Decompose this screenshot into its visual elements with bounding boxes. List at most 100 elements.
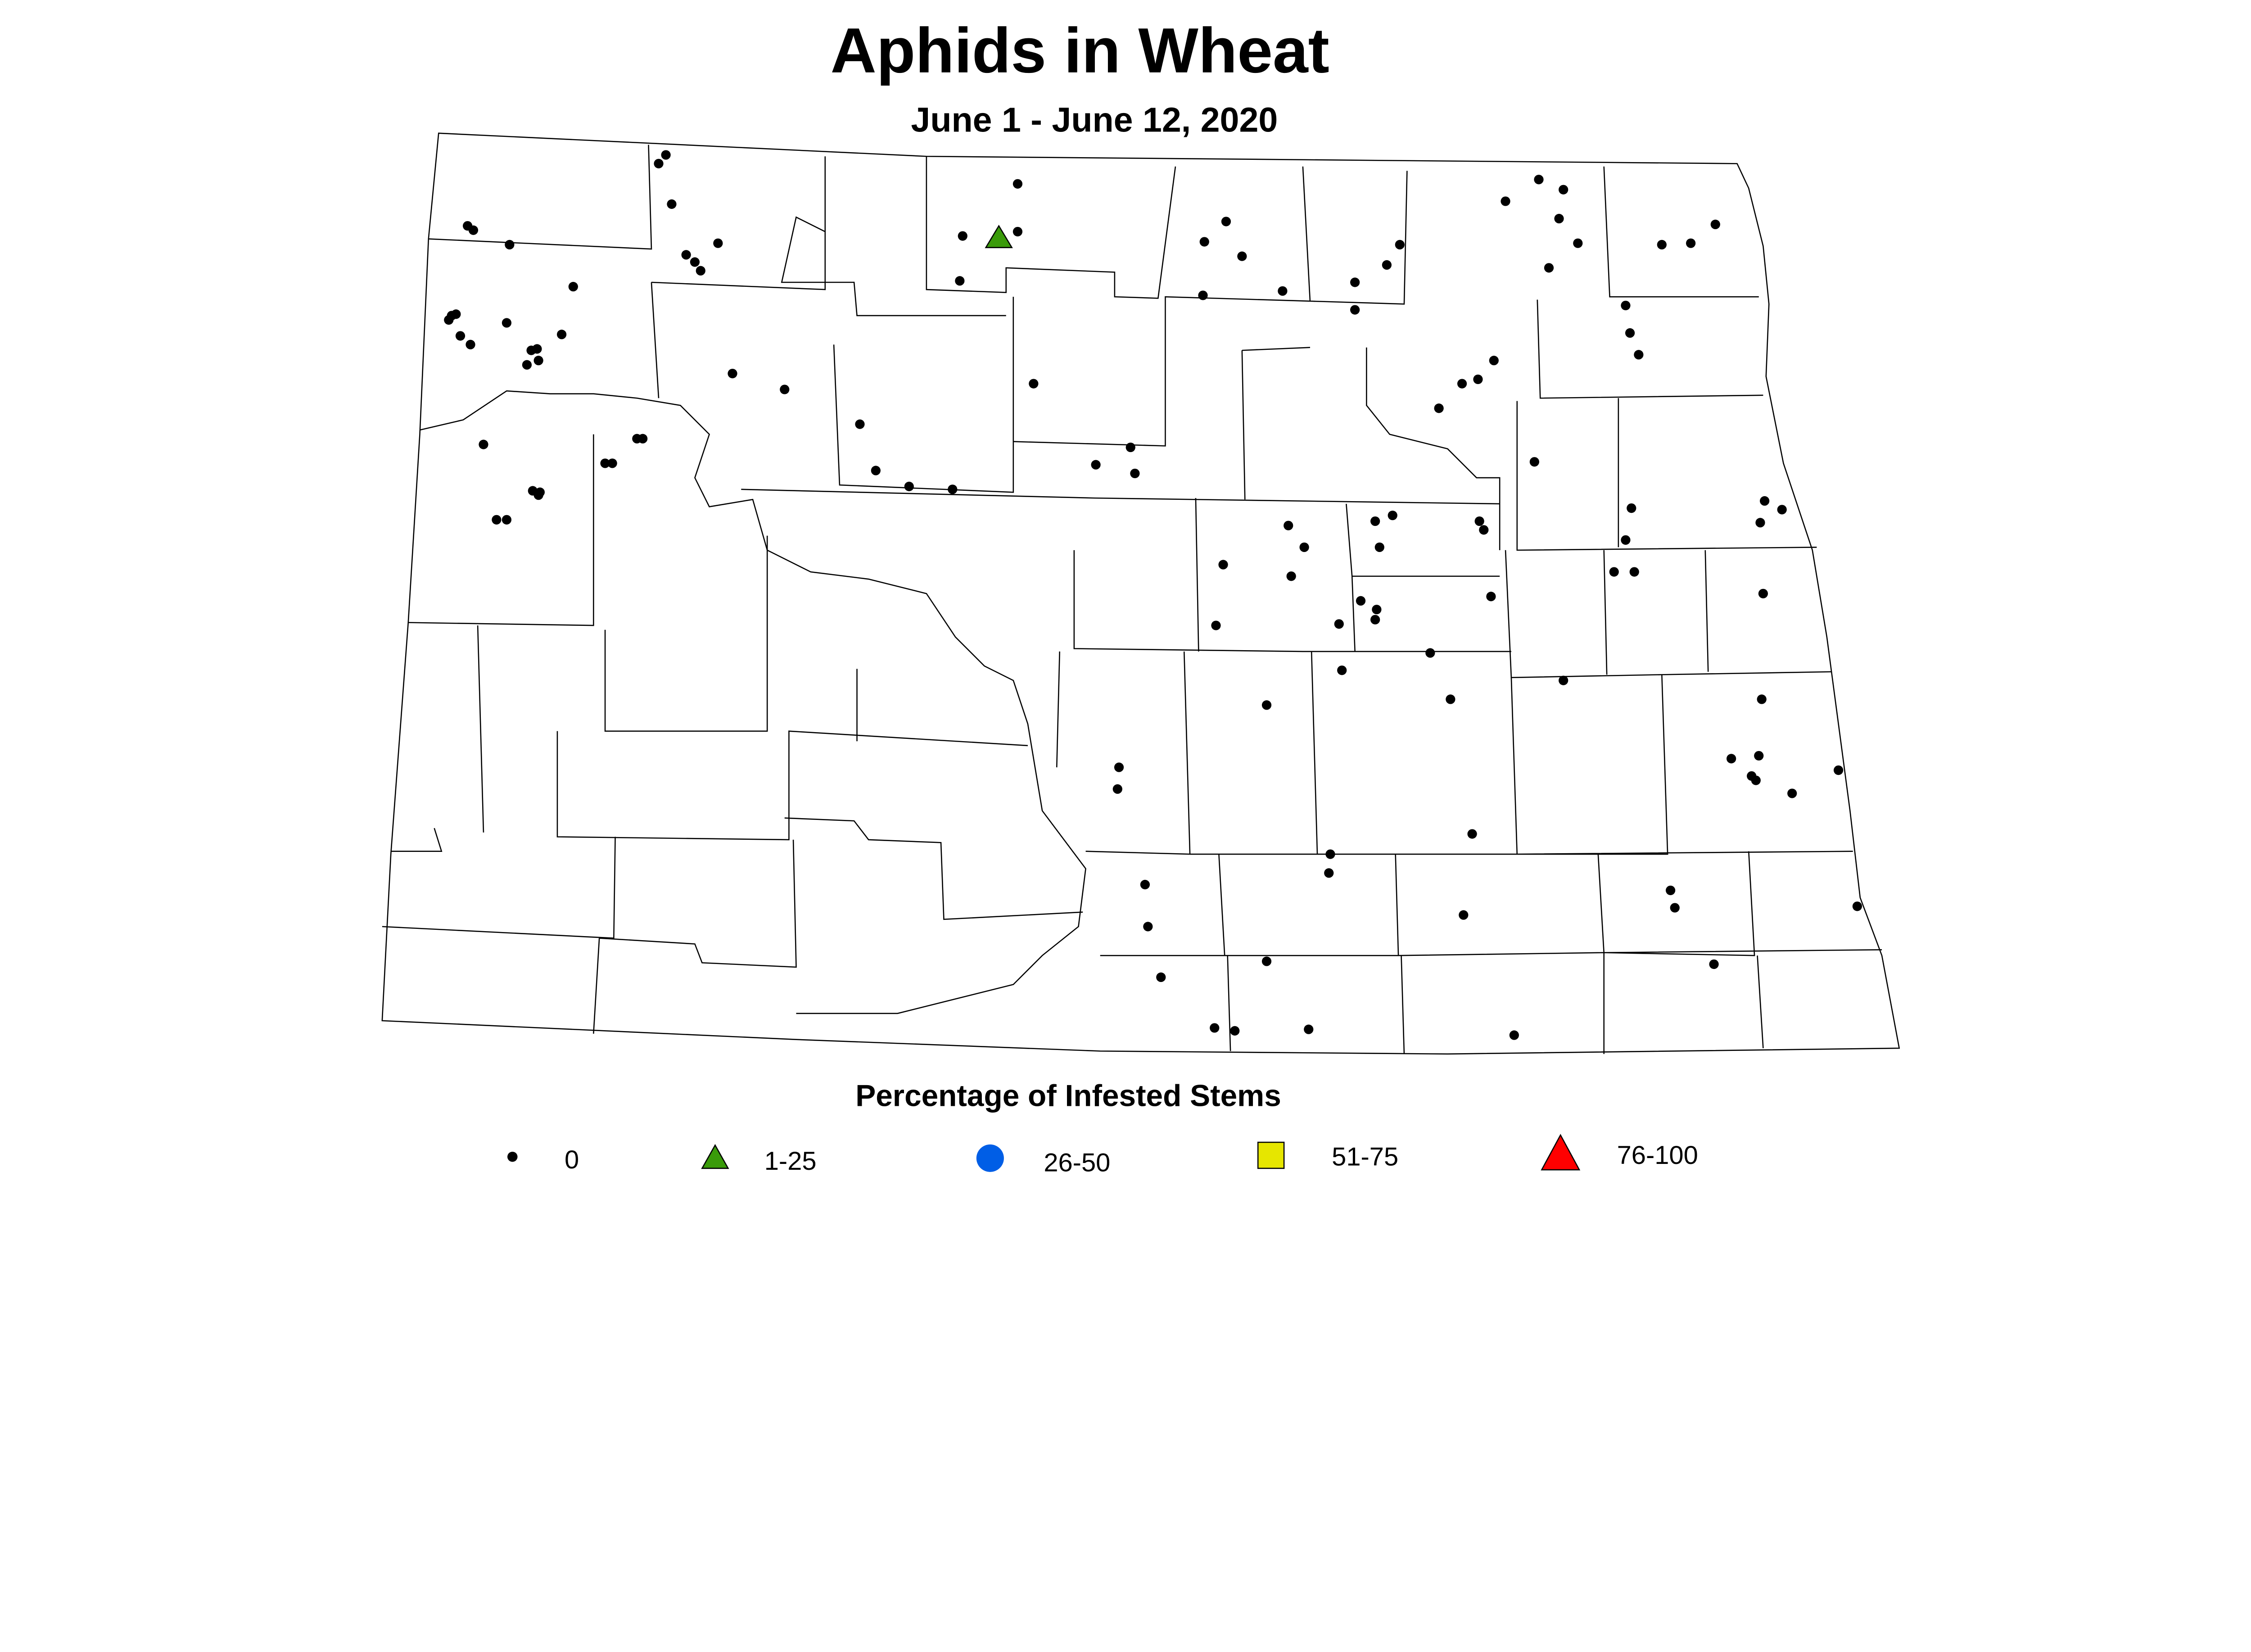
site-marker-0 [1787,788,1797,798]
site-marker-0 [1012,179,1023,189]
site-marker-0 [654,158,664,168]
site-marker-0 [1230,1026,1240,1036]
site-marker-0 [1299,542,1309,552]
site-marker-0 [1670,903,1680,913]
site-marker-0 [1501,196,1510,206]
map-title: Aphids in Wheat [831,15,1329,86]
legend-label-76-100: 76-100 [1617,1141,1698,1170]
site-marker-0 [1278,286,1288,296]
map-subtitle: June 1 - June 12, 2020 [911,101,1278,140]
site-marker-0 [1852,901,1862,911]
site-marker-0 [1114,762,1124,772]
site-marker-0 [958,231,967,241]
site-marker-0 [1544,263,1554,273]
site-marker-0 [1559,185,1568,195]
sample-sites [444,150,1862,1040]
site-marker-0 [1621,535,1631,545]
site-marker-0 [1370,615,1380,625]
legend-label-26-50: 26-50 [1044,1148,1110,1177]
site-marker-0 [780,385,790,394]
site-marker-0 [1126,442,1135,453]
site-marker-0 [1140,880,1150,890]
site-marker-0 [855,419,865,429]
site-marker-0 [1709,959,1719,969]
site-marker-0 [1198,290,1208,300]
site-marker-0 [1474,516,1484,526]
site-marker-0 [638,434,648,444]
site-marker-0 [948,484,958,494]
site-marker-0 [1388,511,1397,520]
site-marker-0 [533,490,543,500]
site-marker-0 [690,257,700,267]
site-marker-0 [1534,175,1544,185]
legend-title: Percentage of Infested Stems [855,1079,1281,1113]
aphid-map: Aphids in Wheat June 1 - June 12, 2020 P… [381,15,1900,1177]
site-marker-0 [1374,542,1384,552]
site-marker-0 [1012,226,1023,237]
site-marker-0 [1091,460,1101,470]
site-marker-0 [1609,567,1619,577]
site-marker-0 [1754,751,1764,761]
site-marker-0 [667,199,677,209]
site-marker-0 [1199,237,1209,247]
site-marker-0 [1686,238,1696,248]
site-marker-0 [1529,457,1539,467]
site-marker-0 [568,282,578,292]
site-marker-0 [600,458,610,468]
site-marker-0 [904,481,914,491]
site-marker-0 [1221,217,1231,226]
site-marker-0 [1554,213,1564,224]
site-marker-0 [1559,675,1568,685]
site-marker-0 [505,240,515,250]
legend-symbol-26-50 [976,1144,1004,1172]
legend-symbol-76-100 [1541,1134,1581,1171]
site-marker-0 [955,276,965,286]
legend-symbol-1-25 [701,1144,729,1169]
site-marker-1-25 [985,225,1013,249]
site-marker-0 [1261,700,1272,710]
site-marker-0 [1156,972,1166,982]
legend-label-51-75: 51-75 [1332,1142,1398,1171]
site-marker-0 [556,330,567,339]
site-marker-0 [532,344,542,354]
site-marker-0 [1029,379,1039,389]
site-marker-0 [696,266,705,276]
site-marker-0 [492,515,502,525]
site-marker-0 [1356,596,1366,606]
site-marker-0 [728,368,737,379]
site-marker-0 [1284,520,1293,530]
legend-label-1-25: 1-25 [764,1147,817,1176]
site-marker-0 [1509,1030,1519,1040]
site-marker-0 [1833,765,1844,775]
site-marker-0 [466,339,475,349]
site-marker-0 [1486,592,1496,602]
site-marker-0 [1218,560,1228,570]
site-marker-0 [1665,885,1676,896]
site-marker-0 [1459,910,1469,920]
site-marker-0 [533,356,543,366]
site-marker-0 [1210,1023,1220,1033]
site-marker-0 [1777,505,1787,515]
site-marker-0 [1112,784,1122,794]
site-marker-0 [1473,374,1483,385]
site-marker-0 [1489,356,1499,366]
site-marker-0 [1211,620,1221,630]
site-marker-0 [1324,868,1334,878]
site-marker-0 [1573,238,1583,248]
site-marker-0 [1627,503,1636,513]
site-marker-0 [1143,922,1153,932]
legend-symbol-0 [507,1151,518,1162]
legend: Percentage of Infested Stems 0 1-25 26-5… [507,1079,1698,1177]
site-marker-0 [479,439,488,449]
site-marker-0 [871,466,881,475]
site-marker-0 [1382,260,1392,270]
site-marker-0 [1337,665,1347,675]
site-marker-0 [1467,829,1477,839]
site-marker-0 [1350,277,1360,287]
site-marker-0 [468,225,479,235]
site-marker-0 [1372,605,1382,615]
county-lines [381,132,1900,1055]
site-marker-0 [1657,240,1667,250]
site-marker-0 [502,515,512,525]
site-marker-0 [661,150,671,160]
